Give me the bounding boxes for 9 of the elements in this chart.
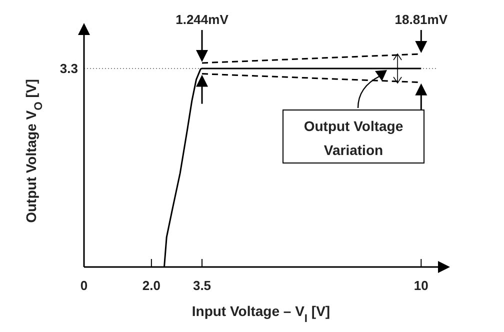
x-tick-label: 2.0: [142, 278, 160, 294]
annotation: 18.81mV: [394, 12, 448, 27]
x-tick-label: 3.5: [192, 278, 212, 294]
x-tick-label: 10: [414, 278, 428, 294]
annotation: 3.3: [60, 61, 78, 76]
annotation: 1.244mV: [176, 12, 229, 27]
x-tick-label: 0: [80, 278, 88, 294]
x-axis-title: Input Voltage – V$_{I}$ [V]: [192, 303, 330, 325]
annotation: Output Voltage Variation: [304, 118, 404, 158]
